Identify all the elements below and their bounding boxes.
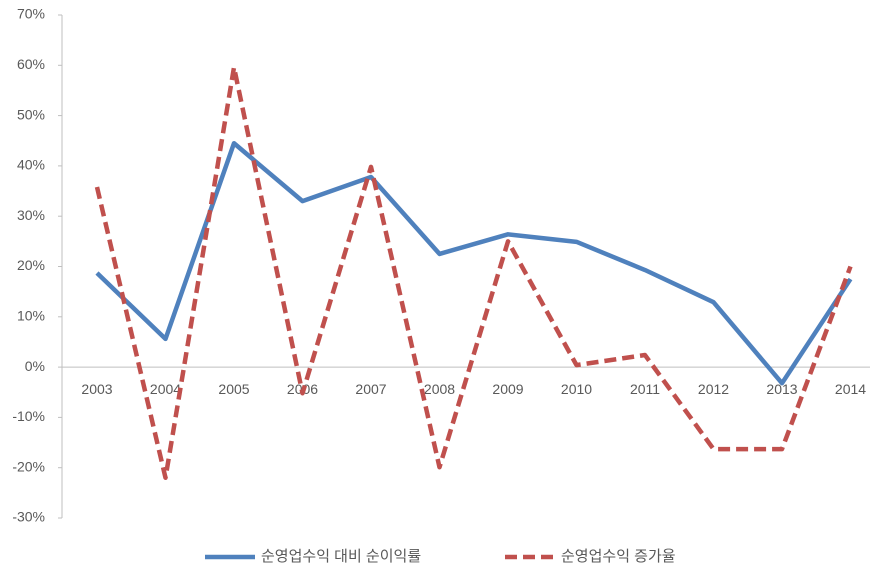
x-tick-label: 2005 bbox=[218, 381, 249, 397]
x-tick-label: 2013 bbox=[766, 381, 797, 397]
y-tick-label: -20% bbox=[12, 458, 45, 474]
x-tick-label: 2014 bbox=[835, 381, 866, 397]
x-tick-label: 2004 bbox=[150, 381, 181, 397]
y-tick-label: 40% bbox=[17, 157, 45, 173]
x-tick-label: 2007 bbox=[355, 381, 386, 397]
y-tick-label: 50% bbox=[17, 106, 45, 122]
y-tick-label: 10% bbox=[17, 308, 45, 324]
x-tick-label: 2003 bbox=[81, 381, 112, 397]
x-tick-label: 2011 bbox=[630, 381, 660, 397]
y-tick-label: 0% bbox=[25, 358, 45, 374]
legend: 순영업수익 대비 순이익률 순영업수익 증가율 bbox=[205, 548, 676, 565]
y-tick-label: -10% bbox=[12, 408, 45, 424]
legend-label: 순영업수익 증가율 bbox=[561, 548, 676, 565]
y-tick-label: 30% bbox=[17, 207, 45, 223]
y-tick-label: -30% bbox=[12, 509, 45, 525]
y-tick-label: 70% bbox=[17, 6, 45, 22]
x-tick-label: 2008 bbox=[424, 381, 455, 397]
series-line bbox=[95, 141, 853, 386]
x-tick-label: 2009 bbox=[492, 381, 523, 397]
y-tick-label: 20% bbox=[17, 257, 45, 273]
y-tick-label: 60% bbox=[17, 56, 45, 72]
series-line bbox=[94, 65, 853, 481]
legend-label: 순영업수익 대비 순이익률 bbox=[261, 548, 421, 565]
x-tick-label: 2012 bbox=[698, 381, 729, 397]
x-tick-label: 2010 bbox=[561, 381, 592, 397]
